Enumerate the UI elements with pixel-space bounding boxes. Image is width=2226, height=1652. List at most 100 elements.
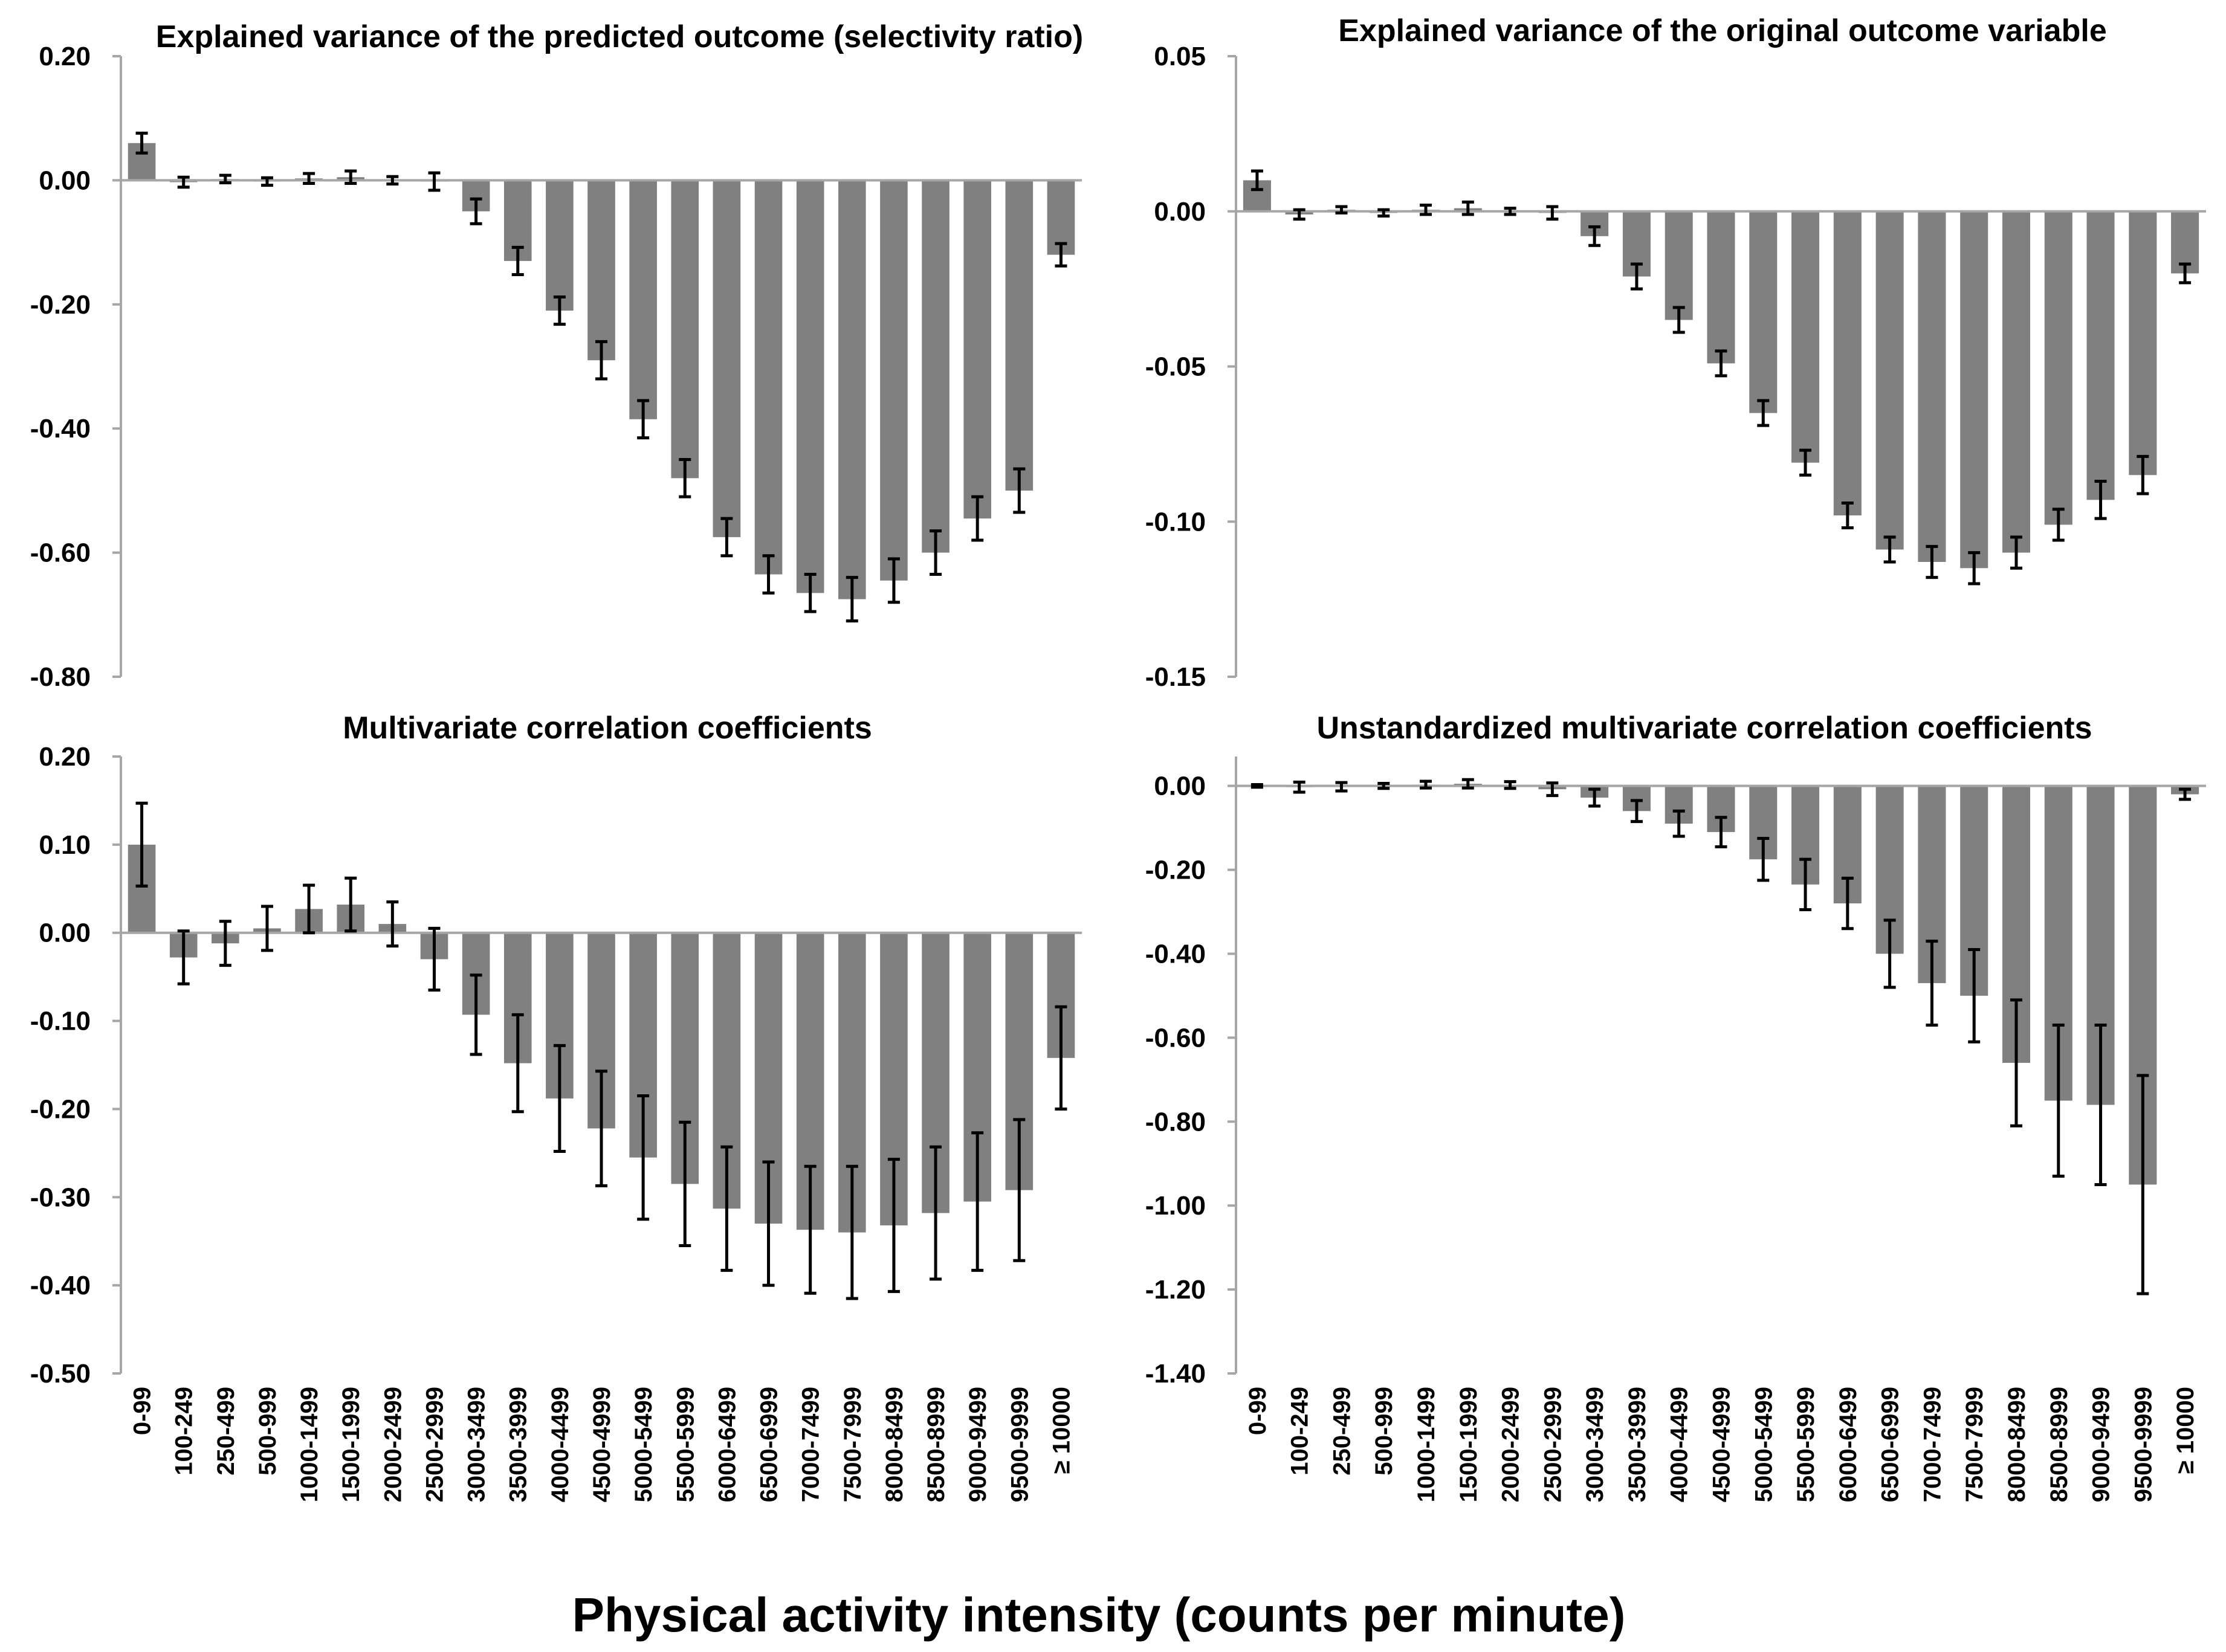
panel-explained-variance-original: Explained variance of the original outco… <box>1145 13 2206 692</box>
x-tick-label: 3500-3999 <box>505 1387 532 1502</box>
panel-title: Unstandardized multivariate correlation … <box>1317 711 2092 746</box>
y-tick-label: 0.10 <box>39 830 91 860</box>
bar-6500-6999 <box>754 180 783 575</box>
y-tick-label: -0.80 <box>30 662 91 692</box>
x-axis-label: Physical activity intensity (counts per … <box>572 1588 1626 1642</box>
x-tick-label: 5500-5999 <box>1793 1387 1819 1502</box>
panel-multivariate-correlation: Multivariate correlation coefficients 0.… <box>30 711 1082 1502</box>
y-tick-label: -0.20 <box>30 1094 91 1124</box>
x-tick-label: ≥ 10000 <box>1048 1387 1075 1474</box>
x-tick-label: 500-999 <box>1371 1387 1397 1476</box>
bar-4500-4999 <box>1707 211 1735 364</box>
bar-4000-4499 <box>546 180 574 311</box>
x-tick-label: 6000-6499 <box>1835 1387 1862 1502</box>
bar-5000-5499 <box>629 180 657 419</box>
bar-7000-7499 <box>796 180 824 593</box>
y-tick-label: -0.60 <box>1145 1023 1206 1053</box>
y-tick-label: 0.05 <box>1154 42 1206 71</box>
x-tick-label: 9000-9499 <box>965 1387 991 1502</box>
bar-7500-7999 <box>1960 211 1988 569</box>
x-tick-label: ≥ 10000 <box>2172 1387 2199 1474</box>
x-tick-label: 8500-8999 <box>923 1387 950 1502</box>
bar-4000-4499 <box>1665 211 1693 320</box>
y-tick-label: -0.60 <box>30 538 91 568</box>
panel-title: Multivariate correlation coefficients <box>343 711 872 746</box>
x-tick-label: 100-249 <box>1287 1387 1313 1476</box>
x-tick-label: 7500-7999 <box>840 1387 866 1502</box>
bar-5500-5999 <box>1791 211 1820 463</box>
x-tick-label: 250-499 <box>213 1387 239 1476</box>
y-tick-label: -0.40 <box>1145 939 1206 969</box>
x-tick-label: 6500-6999 <box>1877 1387 1904 1502</box>
y-tick-label: -0.80 <box>1145 1107 1206 1137</box>
y-tick-label: 0.00 <box>39 166 91 195</box>
x-tick-label: 100-249 <box>171 1387 198 1476</box>
x-tick-label: 6000-6499 <box>714 1387 740 1502</box>
x-tick-label: 4500-4999 <box>1709 1387 1735 1502</box>
y-tick-label: -0.30 <box>30 1183 91 1212</box>
bar-8500-8999 <box>2044 211 2072 525</box>
y-tick-label: -0.20 <box>30 290 91 320</box>
y-tick-label: -1.20 <box>1145 1275 1206 1305</box>
x-tick-label: 2000-2499 <box>380 1387 406 1502</box>
y-tick-label: -0.10 <box>30 1007 91 1036</box>
panel-title: Explained variance of the predicted outc… <box>156 19 1083 54</box>
x-tick-label: 1500-1999 <box>338 1387 364 1502</box>
x-tick-label: 1500-1999 <box>1455 1387 1482 1502</box>
x-tick-label: 5000-5499 <box>630 1387 657 1502</box>
x-tick-label: 5500-5999 <box>672 1387 699 1502</box>
x-tick-label: 2500-2999 <box>421 1387 448 1502</box>
x-tick-label: 1000-1499 <box>296 1387 323 1502</box>
x-tick-label: 3500-3999 <box>1624 1387 1651 1502</box>
x-tick-label: 8000-8499 <box>881 1387 908 1502</box>
x-tick-label: 8500-8999 <box>2046 1387 2072 1502</box>
y-tick-label: 0.20 <box>39 742 91 772</box>
bar-8000-8499 <box>2002 211 2031 553</box>
x-tick-label: 7000-7499 <box>798 1387 824 1502</box>
x-tick-label: 500-999 <box>254 1387 281 1476</box>
bar-6000-6499 <box>1833 211 1862 515</box>
x-tick-label: 5000-5499 <box>1750 1387 1777 1502</box>
bar-9500-9999 <box>2129 211 2157 476</box>
y-tick-label: 0.00 <box>1154 772 1206 801</box>
x-tick-label: 3000-3499 <box>464 1387 490 1502</box>
x-tick-label: 4000-4499 <box>1666 1387 1693 1502</box>
bar-7500-7999 <box>838 180 866 599</box>
y-tick-label: 0.20 <box>39 42 91 71</box>
x-tick-label: 2000-2499 <box>1498 1387 1524 1502</box>
x-tick-label: 0-99 <box>129 1387 156 1435</box>
y-tick-label: -0.20 <box>1145 856 1206 885</box>
y-tick-label: -1.40 <box>1145 1359 1206 1389</box>
y-tick-label: 0.00 <box>39 918 91 948</box>
x-tick-label: 9500-9999 <box>2130 1387 2156 1502</box>
y-tick-label: 0.00 <box>1154 197 1206 227</box>
x-tick-label: 7500-7999 <box>1961 1387 1988 1502</box>
x-tick-label: 9500-9999 <box>1006 1387 1033 1502</box>
bar-9500-9999 <box>1005 180 1034 491</box>
bar-8500-8999 <box>922 180 950 553</box>
y-tick-label: -0.40 <box>30 414 91 444</box>
y-tick-label: -0.40 <box>30 1271 91 1300</box>
x-tick-label: 1000-1499 <box>1413 1387 1440 1502</box>
x-tick-label: 9000-9499 <box>2088 1387 2115 1502</box>
y-tick-label: -0.50 <box>30 1359 91 1389</box>
x-tick-label: 3000-3499 <box>1582 1387 1608 1502</box>
x-tick-label: 6500-6999 <box>756 1387 783 1502</box>
y-tick-label: -1.00 <box>1145 1191 1206 1221</box>
panel-selectivity-ratio: Explained variance of the predicted outc… <box>30 19 1084 692</box>
y-tick-label: -0.15 <box>1145 662 1206 692</box>
bar-6000-6499 <box>713 180 741 537</box>
bar-9000-9499 <box>963 180 991 519</box>
bar-9000-9499 <box>2086 211 2115 500</box>
bar-8000-8499 <box>880 180 908 581</box>
panel-title: Explained variance of the original outco… <box>1338 13 2107 48</box>
bar-6500-6999 <box>1875 211 1904 550</box>
panel-unstandardized-correlation: Unstandardized multivariate correlation … <box>1145 711 2206 1502</box>
bar-5000-5499 <box>1749 211 1778 413</box>
x-tick-label: 4500-4999 <box>589 1387 615 1502</box>
bar-5500-5999 <box>671 180 699 479</box>
x-tick-label: 7000-7499 <box>1919 1387 1946 1502</box>
x-tick-label: 4000-4499 <box>547 1387 574 1502</box>
x-tick-label: 250-499 <box>1328 1387 1355 1476</box>
